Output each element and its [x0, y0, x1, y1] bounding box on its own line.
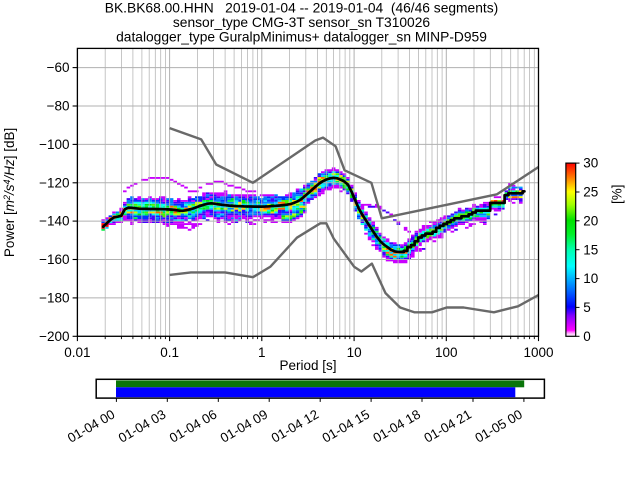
svg-text:sensor_type CMG-3T sensor_sn T: sensor_type CMG-3T sensor_sn T310026: [173, 15, 430, 30]
svg-text:−120: −120: [39, 175, 69, 190]
svg-text:25: 25: [583, 185, 598, 200]
svg-text:1: 1: [258, 345, 266, 360]
svg-text:0: 0: [583, 329, 591, 344]
svg-text:0.01: 0.01: [64, 345, 90, 360]
svg-text:1000: 1000: [523, 345, 553, 360]
svg-text:20: 20: [583, 213, 598, 228]
svg-text:5: 5: [583, 300, 591, 315]
svg-text:15: 15: [583, 242, 598, 257]
svg-text:−140: −140: [39, 214, 69, 229]
svg-text:[%]: [%]: [610, 185, 625, 205]
svg-text:−200: −200: [39, 329, 69, 344]
svg-text:−60: −60: [47, 60, 70, 75]
svg-text:100: 100: [435, 345, 458, 360]
svg-text:−80: −80: [47, 99, 70, 114]
svg-text:−100: −100: [39, 137, 69, 152]
svg-text:−160: −160: [39, 252, 69, 267]
svg-text:Power [m2/s4/Hz] [dB]: Power [m2/s4/Hz] [dB]: [2, 128, 17, 257]
svg-text:BK.BK68.00.HHN 2019-01-04 --: BK.BK68.00.HHN 2019-01-04 -- 2019-01-04 …: [105, 0, 498, 15]
svg-text:datalogger_type GuralpMinimus+: datalogger_type GuralpMinimus+ datalogge…: [116, 29, 487, 44]
svg-text:−180: −180: [39, 291, 69, 306]
svg-text:10: 10: [583, 271, 598, 286]
svg-text:30: 30: [583, 156, 598, 171]
svg-text:Period [s]: Period [s]: [279, 358, 336, 373]
svg-text:10: 10: [347, 345, 362, 360]
svg-text:0.1: 0.1: [160, 345, 179, 360]
